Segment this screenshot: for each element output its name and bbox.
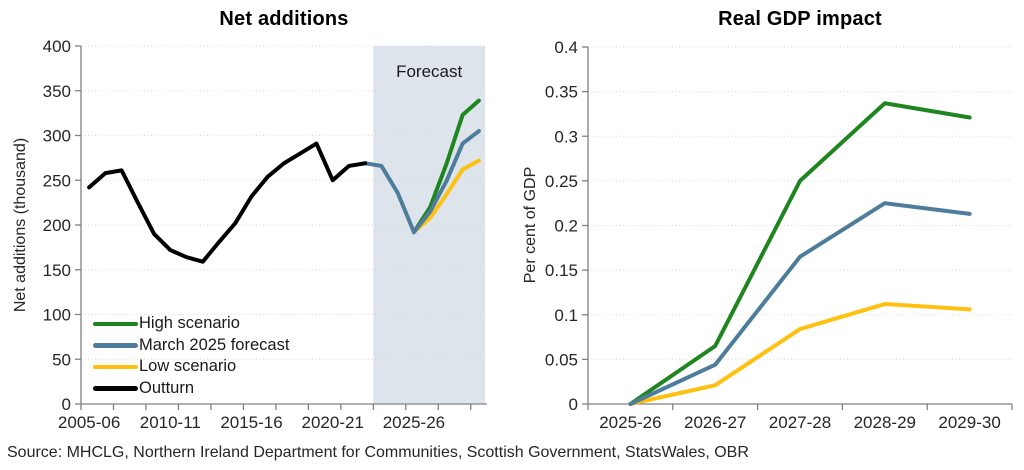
forecast-band: [373, 46, 485, 404]
x-tick-label: 2005-06: [58, 413, 120, 432]
legend-label: Outturn: [139, 378, 195, 397]
y-tick-label: 0.15: [545, 261, 578, 280]
x-tick-label: 2015-16: [220, 413, 282, 432]
series-outturn: [87, 141, 368, 264]
x-tick-label: 2027-28: [769, 413, 831, 432]
source-note: Source: MHCLG, Northern Ireland Departme…: [7, 444, 749, 461]
legend-swatch-march-2025-forecast: [93, 343, 138, 348]
x-tick-label: 2026-27: [684, 413, 746, 432]
legend-label: Low scenario: [139, 357, 237, 376]
y-tick-label: 0.25: [545, 172, 578, 191]
series-low-scenario: [628, 302, 972, 406]
legend-swatch-high-scenario: [93, 321, 138, 326]
legend-swatch-outturn: [93, 386, 138, 391]
legend-item-high-scenario: High scenario: [93, 313, 289, 335]
legend-label: High scenario: [139, 314, 240, 333]
x-tick-label: 2010-11: [140, 413, 201, 432]
series-march-2025-forecast: [363, 129, 481, 235]
y-tick-label: 0.1: [554, 306, 578, 325]
legend-item-outturn: Outturn: [93, 378, 289, 400]
series-low-scenario: [411, 158, 481, 235]
y-tick-label: 0.2: [554, 217, 578, 236]
legend-swatch-low-scenario: [93, 364, 138, 369]
y-tick-label: 0.05: [545, 350, 578, 369]
y-tick-label: 0.4: [554, 38, 578, 57]
y-tick-label: 150: [43, 261, 71, 280]
y-tick-label: 300: [43, 127, 71, 146]
x-tick-label: 2020-21: [302, 413, 364, 432]
x-tick-label: 2025-26: [383, 413, 445, 432]
y-tick-label: 50: [52, 350, 71, 369]
y-tick-label: 350: [43, 82, 71, 101]
y-tick-label: 0: [62, 395, 71, 414]
y-tick-label: 400: [43, 37, 71, 56]
charts-canvas: Forecast 0 50 100 150 200 250 300 350 400 2005-06 2…: [43, 37, 1013, 432]
legend-item-low-scenario: Low scenario: [93, 356, 289, 378]
left-chart-title: Net additions: [219, 8, 349, 30]
y-tick-label: 100: [43, 306, 71, 325]
legend-label: March 2025 forecast: [139, 335, 290, 354]
x-tick-label: 2029-30: [938, 413, 1000, 432]
legend-item-march-2025-forecast: March 2025 forecast: [93, 335, 289, 357]
forecast-label: Forecast: [396, 62, 462, 81]
series-march-2025-forecast: [628, 201, 972, 406]
x-tick-label: 2028-29: [854, 413, 916, 432]
y-tick-label: 0.35: [545, 83, 578, 102]
right-chart-title: Real GDP impact: [718, 8, 882, 30]
y-tick-label: 200: [43, 216, 71, 235]
chart-legend: High scenario March 2025 forecast Low scen…: [93, 313, 289, 399]
series-high-scenario: [628, 101, 972, 406]
y-tick-label: 0.3: [554, 127, 578, 146]
y-tick-label: 250: [43, 171, 71, 190]
x-tick-label: 2025-26: [599, 413, 661, 432]
y-tick-label: 0: [569, 395, 578, 414]
